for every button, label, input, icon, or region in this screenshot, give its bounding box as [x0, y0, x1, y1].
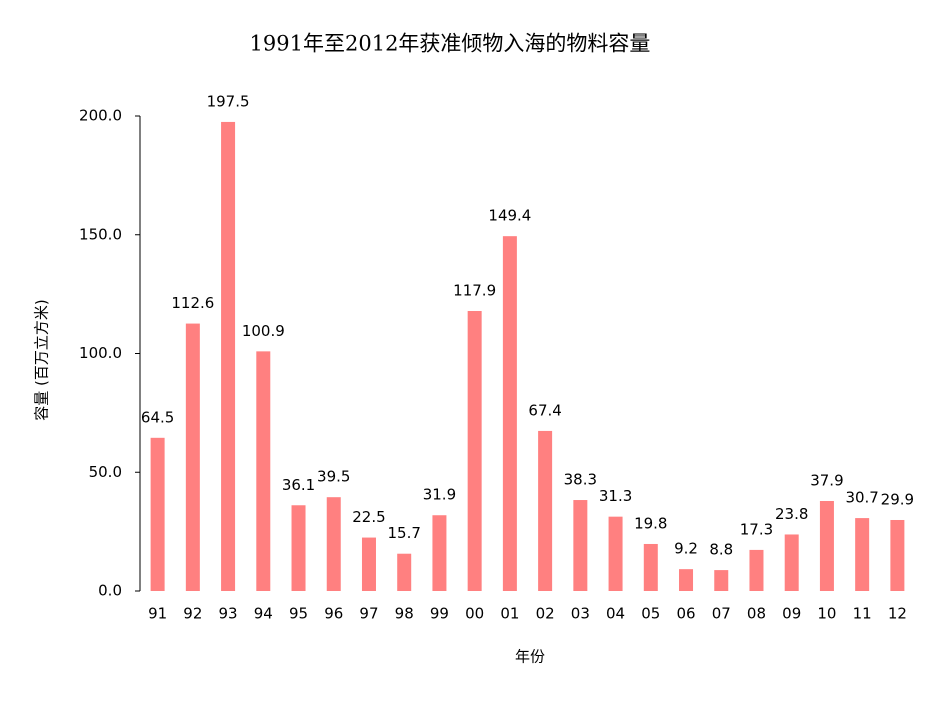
value-label: 149.4 [488, 207, 531, 225]
x-tick-label: 93 [219, 605, 238, 623]
value-label: 67.4 [528, 401, 561, 419]
x-tick-label: 09 [782, 605, 801, 623]
value-label: 8.8 [709, 541, 733, 559]
bar [150, 437, 165, 591]
value-label: 39.5 [317, 468, 350, 486]
value-label: 23.8 [775, 505, 808, 523]
bar [819, 500, 834, 591]
bar [502, 236, 517, 592]
bar [714, 570, 729, 591]
bar [185, 323, 200, 591]
y-tick-label: 50.0 [89, 463, 122, 481]
bar [538, 430, 553, 591]
x-tick-label: 00 [465, 605, 484, 623]
x-tick-label: 12 [888, 605, 907, 623]
bar [256, 351, 271, 591]
bar [608, 516, 623, 591]
value-label: 15.7 [388, 524, 421, 542]
chart-title: 1991年至2012年获准倾物入海的物料容量 [250, 32, 651, 56]
bar [361, 537, 376, 591]
value-label: 36.1 [282, 476, 315, 494]
bar [397, 553, 412, 591]
x-tick-label: 91 [148, 605, 167, 623]
value-label: 30.7 [845, 489, 878, 507]
x-tick-label: 96 [324, 605, 343, 623]
x-tick-label: 02 [536, 605, 555, 623]
bar [432, 515, 447, 591]
x-tick-label: 01 [500, 605, 519, 623]
x-tick-label: 94 [254, 605, 273, 623]
value-label: 117.9 [453, 281, 496, 299]
x-tick-label: 95 [289, 605, 308, 623]
bar [784, 534, 799, 591]
x-tick-label: 98 [395, 605, 414, 623]
x-tick-label: 05 [641, 605, 660, 623]
x-tick-label: 92 [183, 605, 202, 623]
x-tick-label: 99 [430, 605, 449, 623]
bar [221, 121, 236, 591]
value-label: 100.9 [242, 322, 285, 340]
x-axis-title: 年份 [515, 648, 545, 666]
value-label: 22.5 [352, 508, 385, 526]
x-tick-label: 08 [747, 605, 766, 623]
value-label: 197.5 [207, 92, 250, 110]
bar [890, 519, 905, 591]
bar [573, 500, 588, 591]
y-tick-label: 100.0 [79, 344, 122, 362]
x-tick-label: 06 [676, 605, 695, 623]
bar [679, 569, 694, 591]
bar [291, 505, 306, 591]
y-tick-label: 0.0 [98, 582, 122, 600]
value-label: 9.2 [674, 540, 698, 558]
value-label: 29.9 [881, 490, 914, 508]
value-label: 112.6 [171, 294, 214, 312]
bar [467, 310, 482, 591]
value-label: 37.9 [810, 471, 843, 489]
x-tick-label: 10 [817, 605, 836, 623]
bar [643, 543, 658, 591]
value-label: 38.3 [564, 471, 597, 489]
value-label: 31.9 [423, 486, 456, 504]
y-tick-label: 200.0 [79, 107, 122, 125]
bar [855, 518, 870, 591]
value-label: 19.8 [634, 514, 667, 532]
value-label: 31.3 [599, 487, 632, 505]
value-label: 17.3 [740, 520, 773, 538]
y-tick-label: 150.0 [79, 225, 122, 243]
x-tick-label: 11 [853, 605, 872, 623]
x-tick-label: 03 [571, 605, 590, 623]
value-label: 64.5 [141, 408, 174, 426]
bar [749, 549, 764, 591]
x-tick-label: 97 [359, 605, 378, 623]
y-axis-title: 容量 (百万立方米) [33, 299, 51, 420]
x-tick-label: 07 [712, 605, 731, 623]
x-tick-label: 04 [606, 605, 625, 623]
bar [326, 497, 341, 591]
